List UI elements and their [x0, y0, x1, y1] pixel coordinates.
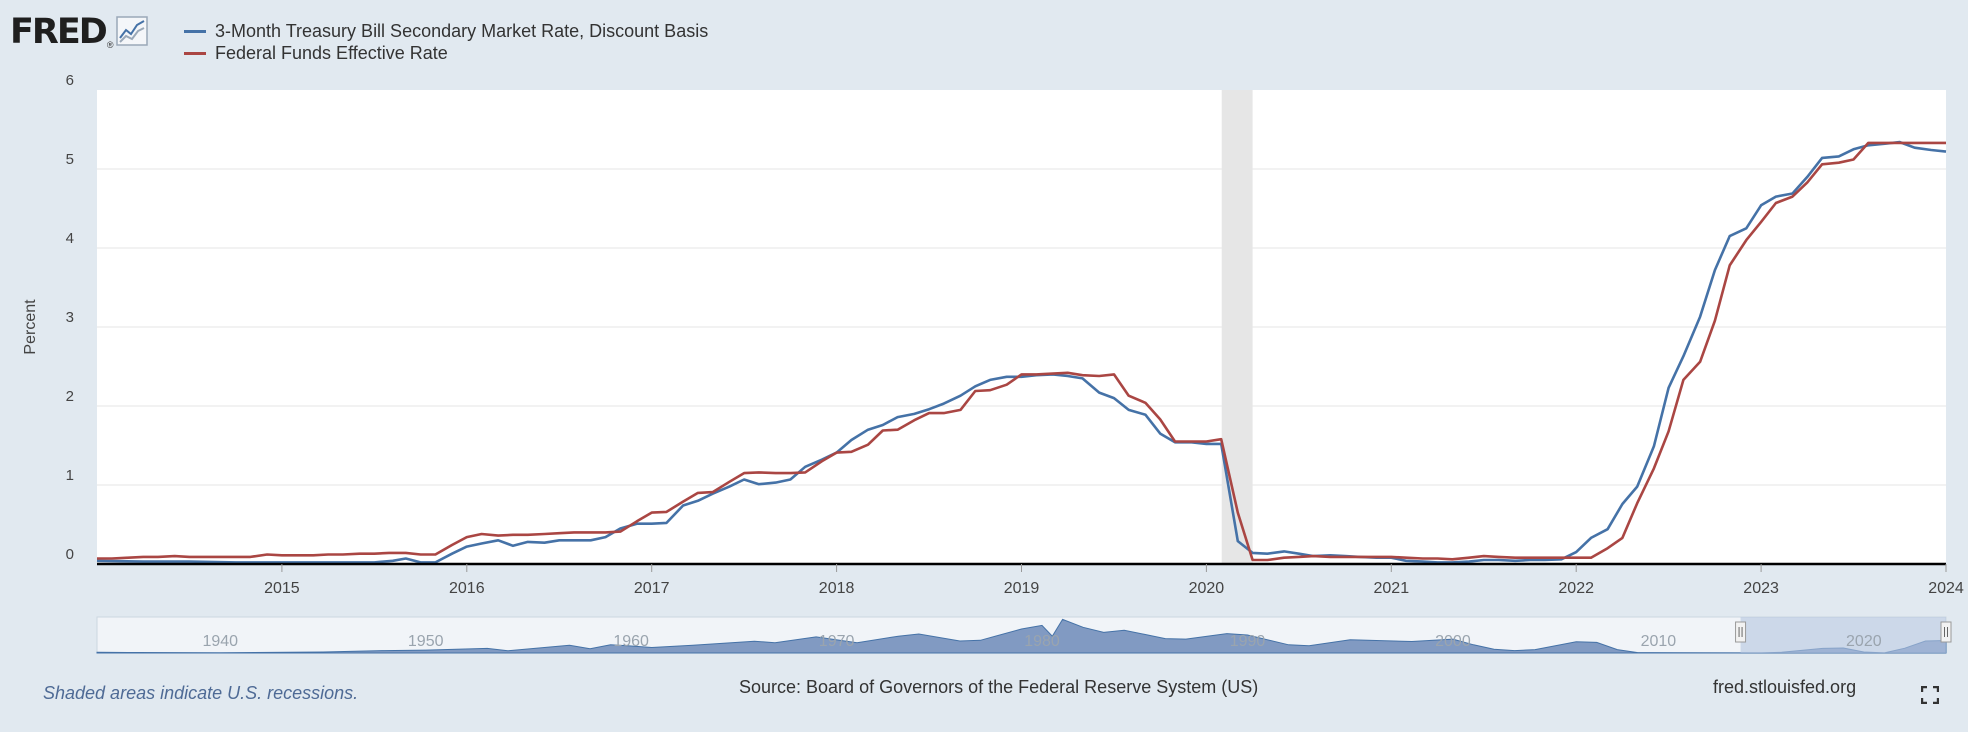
- site-link[interactable]: fred.stlouisfed.org: [1713, 677, 1857, 697]
- navigator-tick-label: 2000: [1435, 633, 1471, 650]
- x-tick-label: 2022: [1558, 580, 1594, 597]
- navigator-tick-label: 1980: [1024, 633, 1060, 650]
- x-tick-label: 2021: [1374, 580, 1410, 597]
- navigator-handle-right[interactable]: [1940, 621, 1952, 643]
- legend-label-fedfunds: Federal Funds Effective Rate: [215, 42, 448, 63]
- series-line-fedfunds: [97, 141, 1946, 562]
- x-tick-label: 2016: [449, 580, 485, 597]
- legend-swatch-fedfunds: [184, 51, 206, 55]
- x-tick-label: 2020: [1189, 580, 1225, 597]
- y-tick-label: 1: [66, 467, 74, 484]
- x-tick-label: 2019: [1004, 580, 1040, 597]
- x-tick-label: 2024: [1928, 580, 1964, 597]
- fred-logo[interactable]: FRED ®: [10, 10, 149, 54]
- navigator-handle-left[interactable]: [1735, 621, 1747, 643]
- legend-swatch-tbill: [184, 29, 206, 33]
- legend-label-tbill: 3-Month Treasury Bill Secondary Market R…: [215, 20, 709, 41]
- navigator-tick-label: 2020: [1846, 633, 1882, 650]
- navigator-tick-label: 1950: [408, 633, 444, 650]
- navigator-handle-box[interactable]: [1940, 621, 1952, 643]
- y-tick-label: 3: [66, 309, 74, 326]
- series-line-tbill: [96, 140, 1947, 564]
- y-tick-label: 6: [66, 72, 74, 89]
- x-tick-label: 2018: [819, 580, 855, 597]
- y-tick-label: 4: [66, 230, 74, 247]
- x-tick-label: 2023: [1743, 580, 1779, 597]
- navigator-tick-label: 1960: [613, 633, 649, 650]
- logo-registered-mark: ®: [106, 40, 114, 50]
- fullscreen-icon[interactable]: [1921, 686, 1939, 704]
- navigator-tick-label: 1970: [819, 633, 855, 650]
- legend-item-tbill[interactable]: 3-Month Treasury Bill Secondary Market R…: [184, 20, 708, 42]
- x-tick-label: 2015: [264, 580, 300, 597]
- y-tick-label: 0: [66, 546, 74, 563]
- y-tick-label: 5: [66, 151, 74, 168]
- recession-note: Shaded areas indicate U.S. recessions.: [43, 683, 359, 703]
- y-tick-label: 2: [66, 388, 74, 405]
- navigator-tick-label: 1990: [1230, 633, 1266, 650]
- legend-item-fedfunds[interactable]: Federal Funds Effective Rate: [184, 42, 708, 64]
- chart-legend: 3-Month Treasury Bill Secondary Market R…: [184, 20, 708, 64]
- logo-text: FRED: [10, 12, 108, 52]
- navigator-handle-box[interactable]: [1735, 621, 1747, 643]
- navigator-tick-label: 1940: [202, 633, 238, 650]
- x-tick-label: 2017: [634, 580, 670, 597]
- navigator-selection: [1740, 617, 1946, 653]
- navigator-tick-label: 2010: [1641, 633, 1677, 650]
- source-text: Source: Board of Governors of the Federa…: [739, 677, 1259, 697]
- y-axis-label: Percent: [22, 299, 39, 355]
- line-chart-icon: [116, 16, 149, 46]
